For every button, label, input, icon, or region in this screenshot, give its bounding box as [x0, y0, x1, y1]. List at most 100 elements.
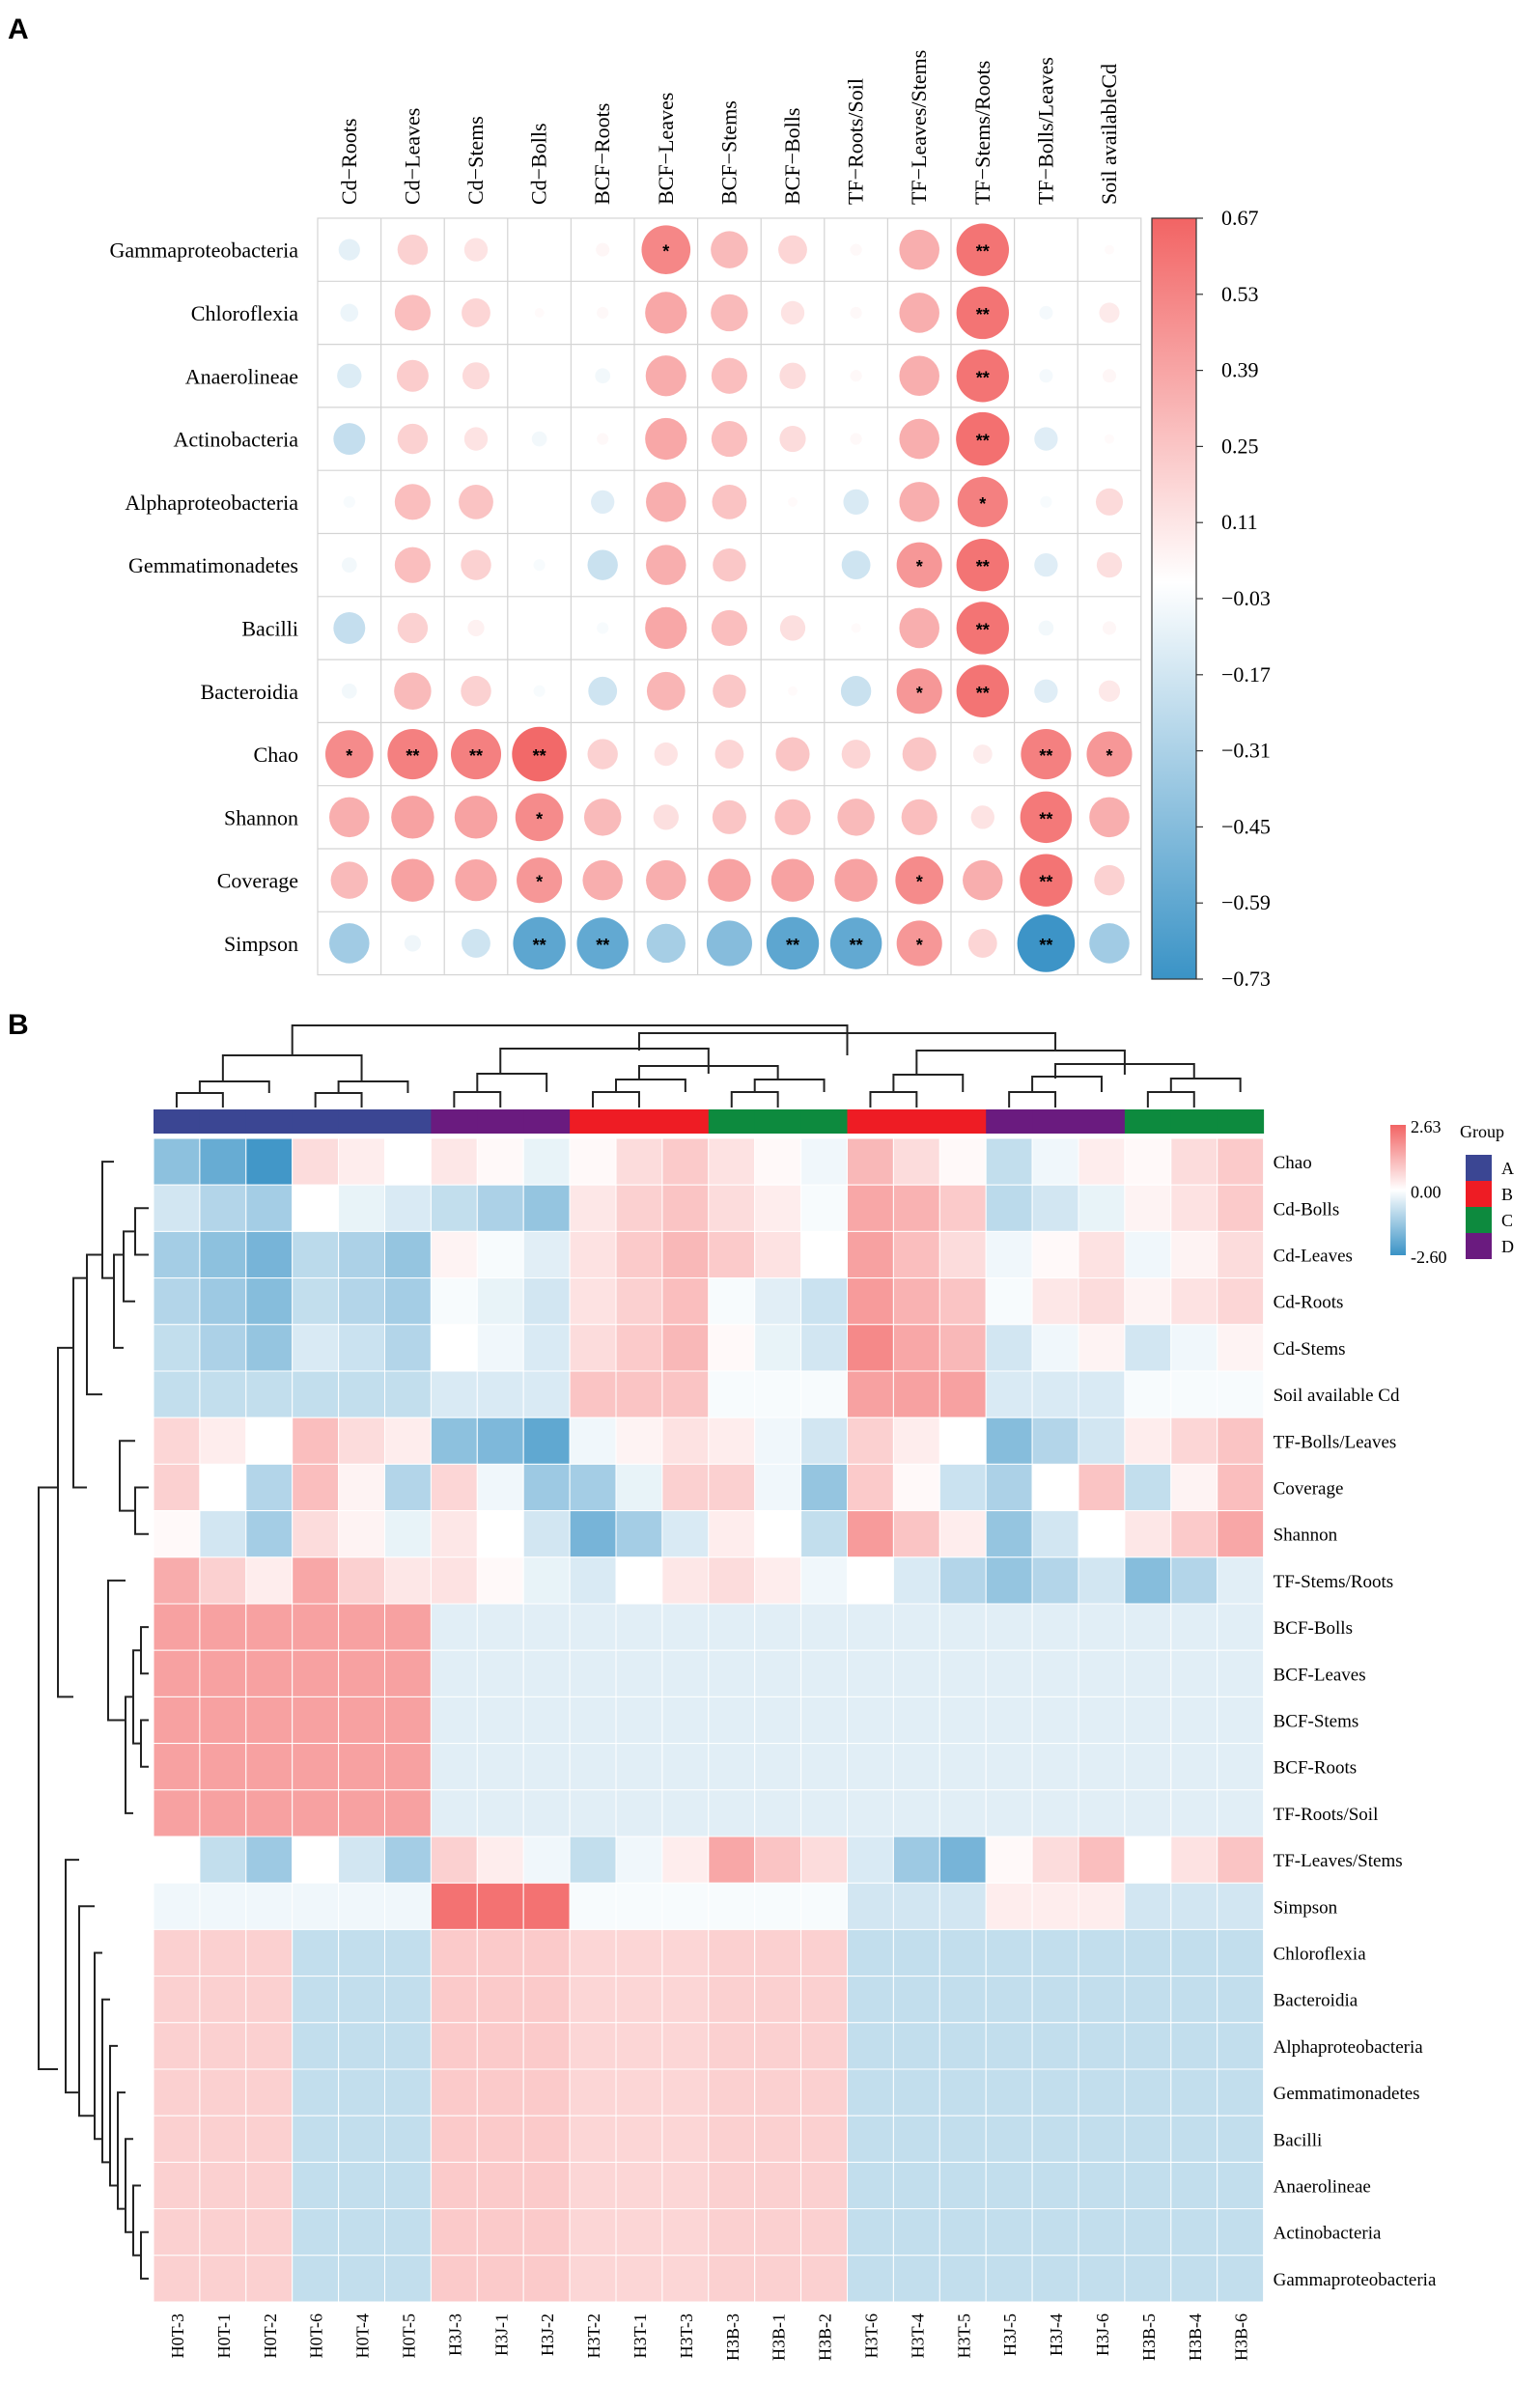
- heatmap-cell: [708, 1416, 756, 1465]
- correlation-bubble: [533, 559, 546, 572]
- correlation-bubble: [653, 804, 679, 830]
- significance-marker: **: [976, 305, 990, 324]
- panel-a-row-label: Coverage: [217, 869, 298, 893]
- heatmap-cell: [1124, 2161, 1172, 2210]
- heatmap-cell: [430, 1928, 478, 1977]
- heatmap-cell: [1031, 2208, 1079, 2257]
- group-annotation-cell: [570, 1109, 617, 1134]
- heatmap-cell: [153, 1556, 201, 1605]
- heatmap-cell: [1031, 1743, 1079, 1791]
- heatmap-cell: [569, 1137, 617, 1186]
- heatmap-cell: [892, 1789, 940, 1837]
- heatmap-cell: [245, 1184, 294, 1232]
- heatmap-cell: [1170, 1277, 1218, 1326]
- heatmap-cell: [1078, 2068, 1126, 2117]
- heatmap-cell: [292, 1370, 340, 1418]
- significance-marker: *: [979, 494, 986, 514]
- heatmap-cell: [476, 1370, 524, 1418]
- heatmap-cell: [384, 1743, 432, 1791]
- heatmap-cell: [1217, 1696, 1265, 1745]
- panel-a-correlation-chart: Cd−Roots Cd−Leaves Cd−Stems Cd−Bolls BCF−Roo…: [110, 50, 1271, 991]
- correlation-bubble: [1021, 729, 1072, 780]
- heatmap-cell: [847, 1882, 894, 1930]
- correlation-bubble: [706, 920, 752, 967]
- heatmap-cell: [245, 1370, 294, 1418]
- correlation-bubble: [513, 916, 566, 970]
- heatmap-cell: [292, 1836, 340, 1884]
- heatmap-cell: [661, 2255, 710, 2303]
- correlation-bubble: [646, 482, 686, 522]
- heatmap-cell: [153, 1137, 201, 1186]
- correlation-bubble: [963, 859, 1003, 901]
- heatmap-cell: [1170, 1556, 1218, 1605]
- panel-b-row-label: TF-Roots/Soil: [1274, 1805, 1379, 1825]
- panel-a-column-label: TF−Stems/Roots: [970, 61, 994, 205]
- group-annotation-cell: [1124, 1109, 1172, 1134]
- significance-marker: **: [1039, 809, 1052, 828]
- correlation-bubble: [896, 668, 942, 715]
- group-annotation-cell: [338, 1109, 385, 1134]
- colorbar-tick-label: 2.63: [1411, 1117, 1442, 1136]
- panel-b-row-label: Cd-Leaves: [1274, 1247, 1353, 1267]
- heatmap-cell: [661, 1836, 710, 1884]
- colorbar-tick-label: −0.31: [1221, 739, 1271, 763]
- correlation-bubble: [843, 489, 869, 515]
- heatmap-cell: [430, 1603, 478, 1651]
- heatmap-cell: [1170, 1743, 1218, 1791]
- correlation-bubble: [391, 796, 434, 839]
- heatmap-cell: [615, 1649, 663, 1697]
- panel-b-row-label: Gammaproteobacteria: [1274, 2270, 1437, 2290]
- heatmap-cell: [892, 1649, 940, 1697]
- heatmap-cell: [569, 1556, 617, 1605]
- panel-a-row-label: Anaerolineae: [185, 364, 298, 388]
- panel-b-row-label: Chloroflexia: [1274, 1945, 1367, 1965]
- heatmap-cell: [384, 2161, 432, 2210]
- heatmap-cell: [569, 1696, 617, 1745]
- panel-b-row-label: BCF-Leaves: [1274, 1665, 1366, 1685]
- column-dendrogram-branch: [730, 1091, 779, 1107]
- correlation-bubble: [851, 623, 861, 633]
- panel-a-column-label: Soil availableCd: [1097, 64, 1121, 205]
- heatmap-cell: [522, 1928, 571, 1977]
- colorbar-tick-label: −0.45: [1221, 814, 1271, 838]
- heatmap-cell: [985, 2022, 1033, 2070]
- panel-b-row-label: BCF-Stems: [1274, 1712, 1359, 1732]
- correlation-bubble: [338, 238, 360, 261]
- significance-marker: *: [536, 873, 543, 892]
- heatmap-cell: [1078, 1556, 1126, 1605]
- heatmap-cell: [384, 1976, 432, 2024]
- panel-b-column-label: H0T-3: [168, 2313, 187, 2358]
- heatmap-cell: [708, 1649, 756, 1697]
- heatmap-cell: [1170, 1976, 1218, 2024]
- heatmap-cell: [938, 1976, 987, 2024]
- heatmap-cell: [615, 1510, 663, 1558]
- heatmap-cell: [1031, 1277, 1079, 1326]
- heatmap-cell: [615, 2022, 663, 2070]
- heatmap-cell: [338, 1649, 386, 1697]
- heatmap-cell: [338, 2208, 386, 2257]
- heatmap-cell: [615, 1324, 663, 1372]
- heatmap-cell: [1217, 1463, 1265, 1512]
- heatmap-cell: [1124, 1649, 1172, 1697]
- correlation-bubble: [515, 793, 564, 842]
- heatmap-cell: [847, 1836, 894, 1884]
- heatmap-cell: [754, 1277, 802, 1326]
- heatmap-cell: [985, 1928, 1033, 1977]
- heatmap-cell: [847, 2068, 894, 2117]
- heatmap-cell: [338, 1789, 386, 1837]
- heatmap-cell: [1031, 1370, 1079, 1418]
- heatmap-cell: [708, 2022, 756, 2070]
- heatmap-cell: [338, 1603, 386, 1651]
- heatmap-cell: [292, 1324, 340, 1372]
- column-dendrogram-branch: [869, 1091, 918, 1107]
- heatmap-cell: [985, 1277, 1033, 1326]
- heatmap-cell: [800, 2208, 848, 2257]
- column-dendrogram-branch: [1146, 1091, 1195, 1107]
- heatmap-cell: [892, 2022, 940, 2070]
- panel-b-column-label: H0T-4: [353, 2313, 373, 2358]
- correlation-bubble: [591, 490, 615, 515]
- heatmap-cell: [1170, 1137, 1218, 1186]
- heatmap-cell: [1124, 2255, 1172, 2303]
- heatmap-cell: [1217, 1230, 1265, 1279]
- group-legend-label: B: [1501, 1185, 1513, 1204]
